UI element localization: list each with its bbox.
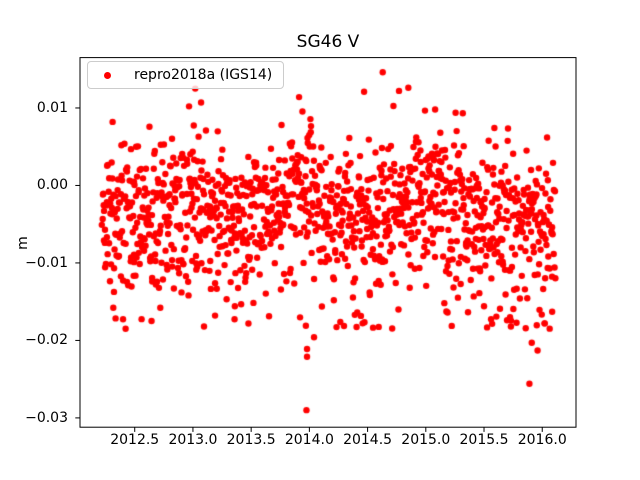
legend-label: repro2018a (IGS14) [134,67,273,83]
x-tick-label: 2015.5 [459,431,509,448]
chart-title: SG46 V [296,32,360,52]
x-tick-label: 2014.0 [284,431,334,448]
y-tick-label: 0.01 [36,99,68,116]
y-tick-label: −0.02 [25,332,68,349]
x-tick-label: 2013.0 [168,431,218,448]
x-tick-label: 2012.5 [110,431,160,448]
y-tick-label: −0.01 [25,254,68,271]
x-tick-label: 2015.0 [401,431,451,448]
y-tick-label: −0.03 [25,409,68,426]
y-tick-label: 0.00 [36,177,68,194]
y-axis-label: m [14,236,31,250]
x-tick-label: 2016.0 [517,431,567,448]
legend-marker-icon [104,71,111,79]
x-tick-label: 2013.5 [226,431,276,448]
legend: repro2018a (IGS14) [87,61,284,89]
x-tick-label: 2014.5 [343,431,393,448]
